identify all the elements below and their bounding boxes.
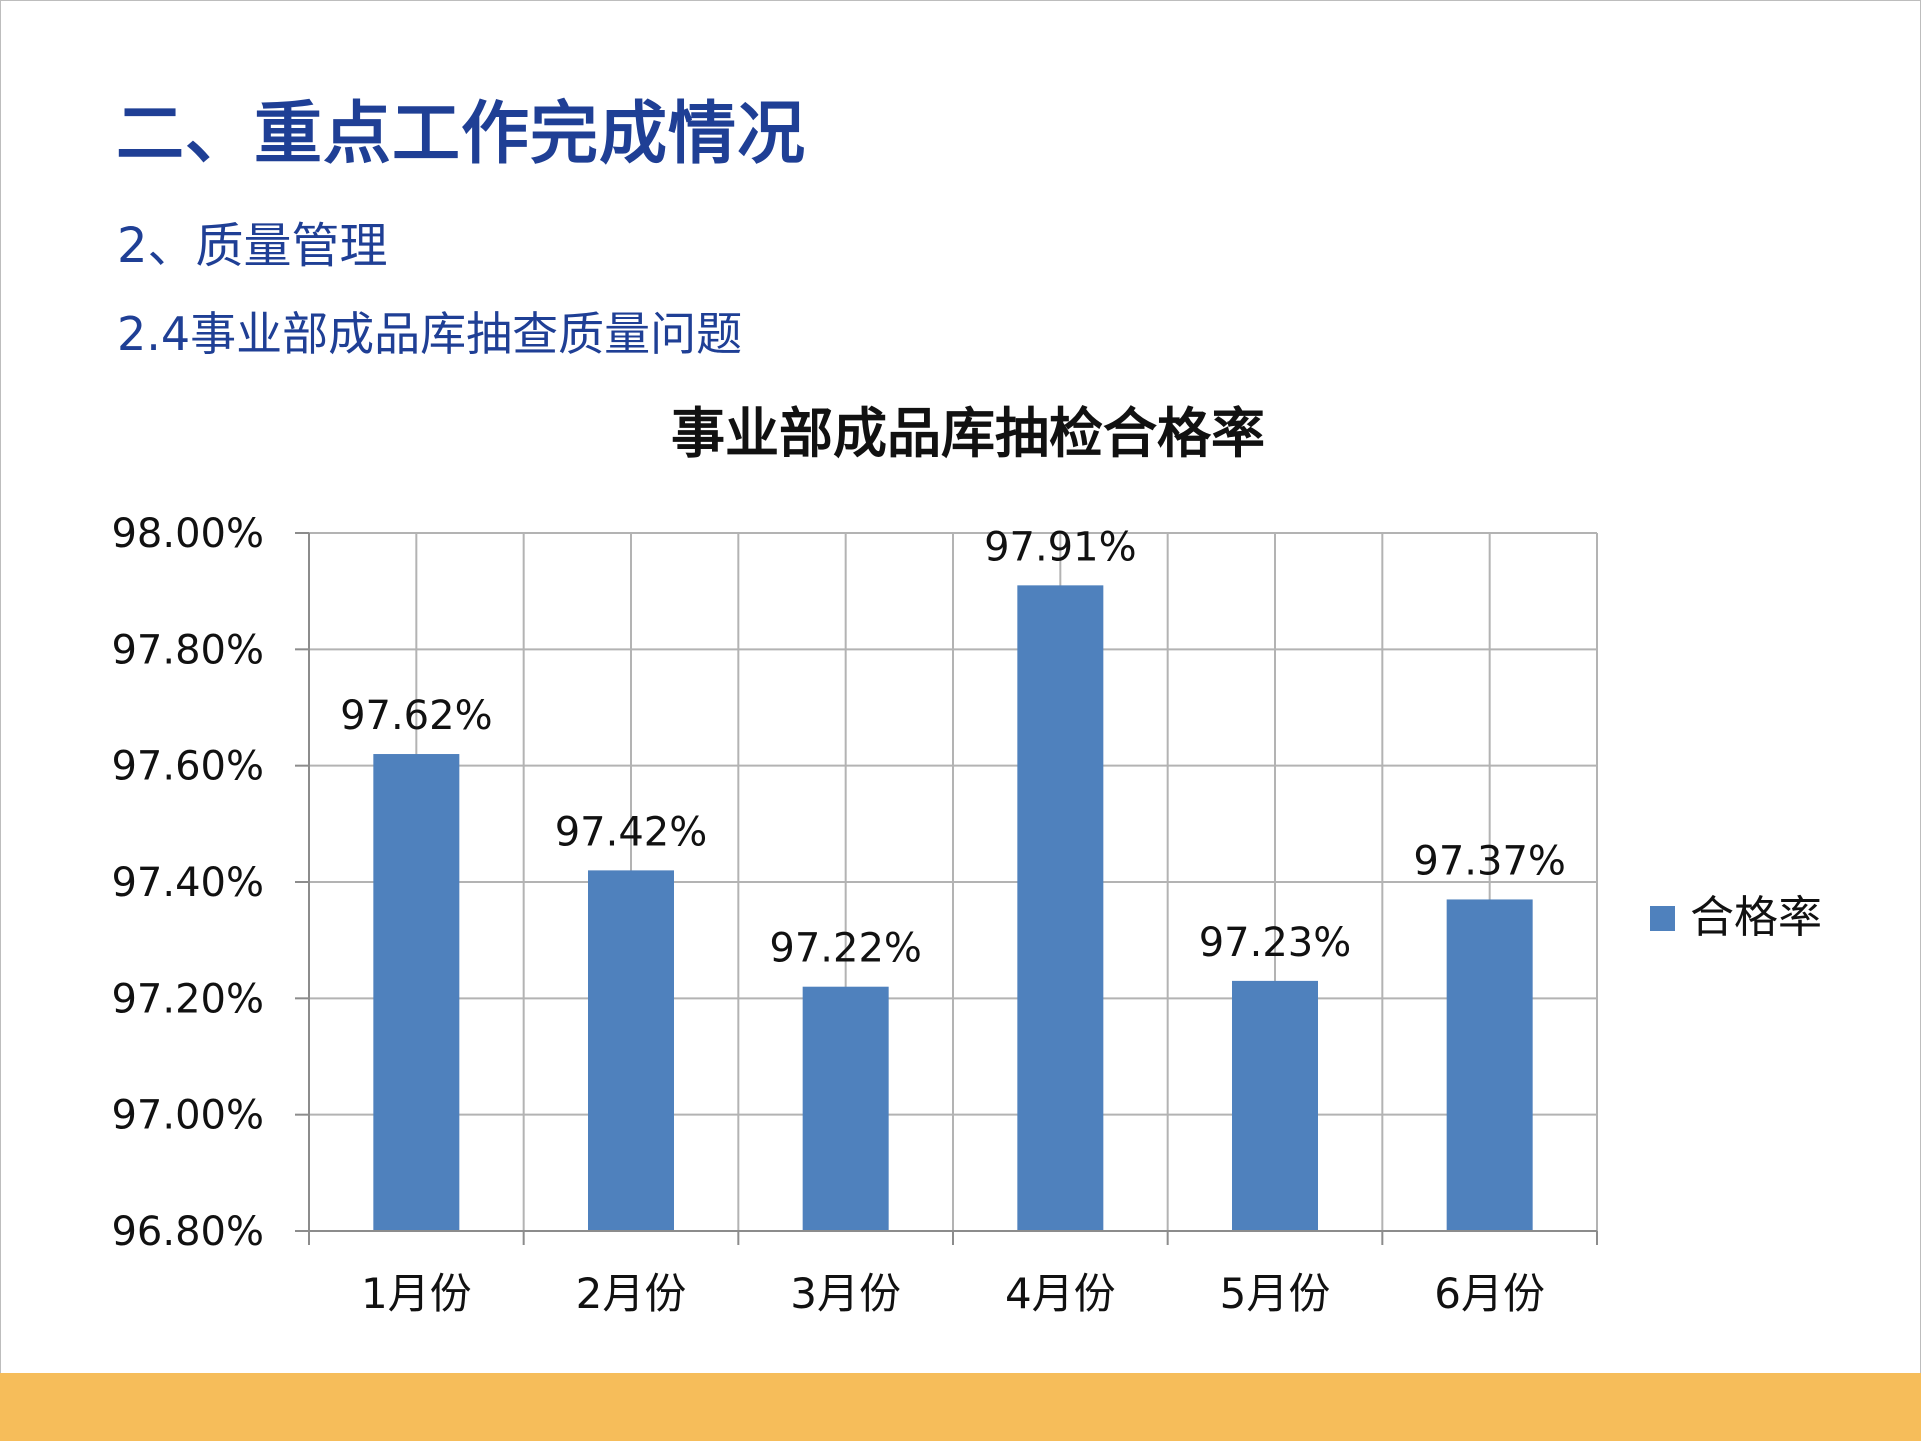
- bar: [1017, 585, 1104, 1231]
- chart-title: 事业部成品库抽检合格率: [671, 401, 1265, 465]
- bar-chart: 事业部成品库抽检合格率 97.62% 97.42% 97.22% 97.91% 97.2…: [111, 401, 1822, 1318]
- y-tick-label: 97.60%: [111, 744, 264, 790]
- bar: [802, 986, 889, 1231]
- legend-swatch: [1650, 906, 1675, 931]
- data-label: 97.22%: [769, 926, 922, 972]
- x-tick-label: 5月份: [1220, 1269, 1331, 1318]
- x-tick-label: 6月份: [1434, 1269, 1545, 1318]
- data-label: 97.42%: [555, 809, 708, 855]
- x-tick-label: 3月份: [790, 1269, 901, 1318]
- bar: [588, 870, 674, 1231]
- bottom-band: [0, 1373, 1921, 1441]
- section-title: 2、质量管理: [117, 218, 388, 274]
- y-tick-label: 97.80%: [111, 627, 264, 673]
- data-label: 97.62%: [340, 693, 493, 739]
- y-tick-label: 97.40%: [111, 860, 264, 906]
- bar: [1446, 899, 1533, 1231]
- y-tick-label: 97.00%: [111, 1093, 264, 1139]
- data-label: 97.37%: [1413, 838, 1566, 884]
- x-tick-label: 1月份: [361, 1269, 472, 1318]
- x-tick-label: 4月份: [1005, 1269, 1116, 1318]
- bar: [1232, 980, 1318, 1231]
- y-tick-label: 96.80%: [111, 1209, 264, 1255]
- subsection-title: 2.4事业部成品库抽查质量问题: [117, 307, 743, 361]
- x-tick-label: 2月份: [576, 1269, 687, 1318]
- slide-title: 二、重点工作完成情况: [116, 95, 807, 174]
- y-tick-label: 97.20%: [111, 976, 264, 1022]
- data-label: 97.23%: [1199, 920, 1352, 966]
- data-label: 97.91%: [984, 524, 1137, 570]
- y-tick-label: 98.00%: [111, 511, 264, 557]
- legend-label: 合格率: [1690, 892, 1822, 943]
- bar: [373, 754, 460, 1231]
